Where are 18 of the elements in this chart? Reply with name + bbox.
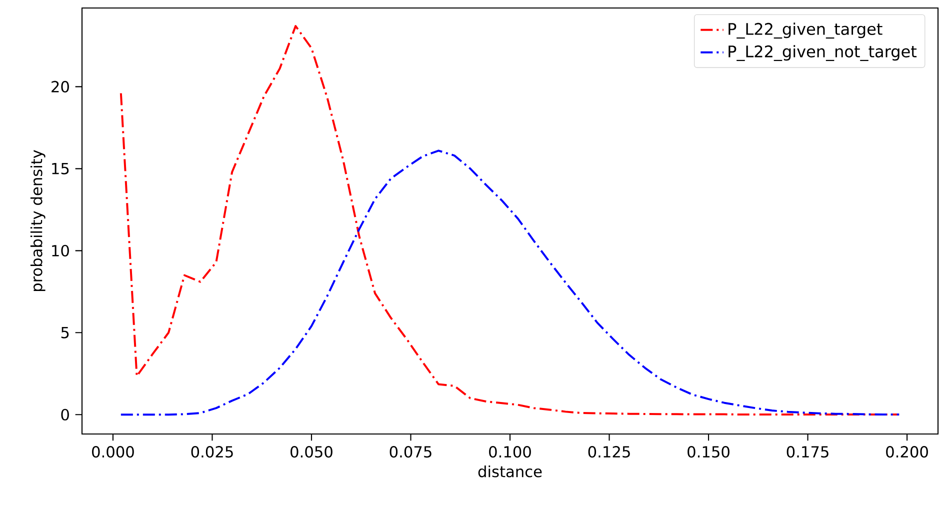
y-tick-label: 10	[52, 244, 69, 256]
legend-label: P_L22_given_target	[728, 22, 882, 39]
x-tick-label: 0.075	[390, 446, 432, 458]
x-tick-label: 0.200	[886, 446, 928, 458]
x-tick-label: 0.025	[191, 446, 233, 458]
x-tick-label: 0.175	[786, 446, 828, 458]
legend-label: P_L22_given_not_target	[728, 45, 917, 62]
x-tick-label: 0.050	[290, 446, 332, 458]
y-tick-label: 0	[61, 408, 69, 420]
x-tick-label: 0.100	[489, 446, 531, 458]
x-axis-title: distance	[478, 465, 542, 478]
x-tick-label: 0.125	[588, 446, 630, 458]
x-tick-label: 0.000	[92, 446, 134, 458]
y-tick-label: 20	[52, 80, 69, 92]
y-axis-title: probability density	[30, 150, 46, 292]
y-tick-label: 15	[52, 162, 69, 174]
x-tick-label: 0.150	[688, 446, 730, 458]
y-tick-label: 5	[61, 326, 69, 338]
